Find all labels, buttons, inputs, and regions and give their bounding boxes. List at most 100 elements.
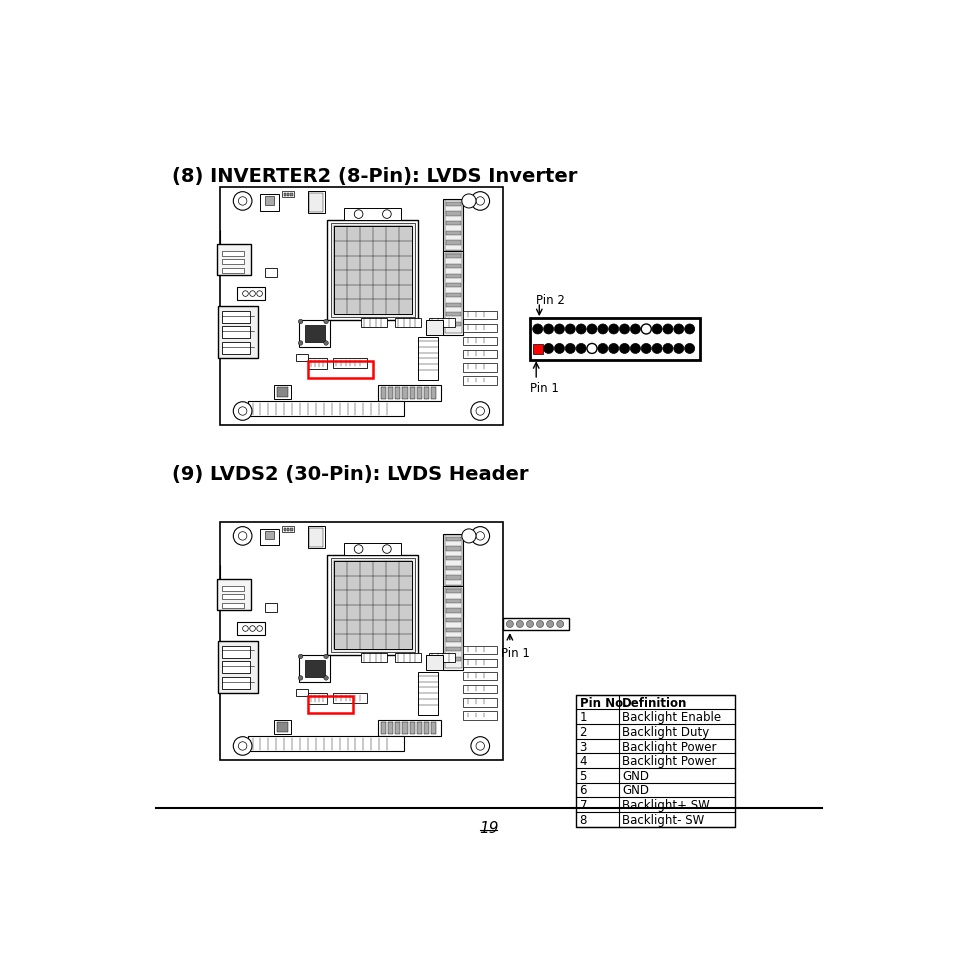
Circle shape (662, 344, 672, 355)
Bar (445, 322, 460, 327)
Text: Backlight+ SW: Backlight+ SW (621, 799, 709, 811)
Bar (282, 193, 294, 198)
Bar (443, 586, 463, 670)
Circle shape (618, 325, 629, 335)
Bar (402, 722, 407, 734)
Bar (378, 385, 440, 402)
Circle shape (565, 325, 575, 335)
Bar (426, 656, 443, 670)
Bar (287, 528, 289, 531)
Bar (344, 209, 400, 221)
Bar (395, 388, 400, 399)
Circle shape (238, 532, 247, 540)
Circle shape (382, 545, 391, 554)
Bar (221, 677, 250, 689)
Bar (445, 294, 460, 298)
Bar (395, 318, 420, 328)
Circle shape (565, 344, 575, 355)
Bar (218, 641, 257, 694)
Circle shape (640, 344, 651, 355)
Circle shape (382, 211, 391, 219)
Circle shape (618, 344, 629, 355)
Text: 19: 19 (478, 821, 498, 836)
Bar (416, 388, 421, 399)
Circle shape (471, 402, 489, 421)
Circle shape (233, 193, 252, 211)
Circle shape (323, 655, 328, 659)
Circle shape (554, 325, 564, 335)
Bar (283, 528, 286, 531)
Circle shape (684, 325, 694, 335)
Bar (308, 527, 324, 548)
Bar (327, 221, 417, 321)
Circle shape (471, 527, 489, 546)
Circle shape (476, 197, 484, 206)
Bar (463, 712, 497, 720)
Bar (445, 274, 460, 278)
Bar (344, 543, 400, 556)
Circle shape (238, 742, 247, 750)
Circle shape (640, 325, 651, 335)
Bar (423, 722, 428, 734)
Bar (429, 318, 455, 328)
Circle shape (471, 737, 489, 756)
Circle shape (543, 325, 553, 335)
Bar (381, 722, 386, 734)
Circle shape (233, 737, 252, 756)
Circle shape (323, 341, 328, 346)
Bar (576, 695, 735, 826)
Bar (265, 603, 276, 613)
Circle shape (461, 194, 476, 209)
Bar (463, 659, 497, 667)
Bar (445, 547, 460, 551)
Bar (445, 232, 460, 235)
Bar (236, 622, 265, 636)
Bar (463, 699, 497, 707)
Bar (308, 359, 327, 370)
Circle shape (323, 320, 328, 324)
Bar (236, 288, 265, 301)
Bar (388, 388, 393, 399)
Bar (308, 193, 324, 213)
Circle shape (532, 325, 542, 335)
Circle shape (476, 742, 484, 750)
Bar (445, 557, 460, 560)
Bar (265, 532, 274, 540)
Circle shape (586, 325, 597, 335)
Bar (402, 388, 407, 399)
Circle shape (576, 344, 585, 355)
Text: 5: 5 (579, 769, 586, 782)
Bar (445, 576, 460, 580)
Circle shape (652, 344, 661, 355)
Bar (305, 326, 324, 342)
Bar (532, 345, 542, 355)
Text: (9) LVDS2 (30-Pin): LVDS Header: (9) LVDS2 (30-Pin): LVDS Header (172, 464, 528, 483)
Bar (265, 197, 274, 205)
Text: GND: GND (621, 769, 649, 782)
Bar (444, 588, 461, 668)
Circle shape (506, 620, 513, 628)
Bar (381, 388, 386, 399)
Bar (283, 193, 286, 196)
Circle shape (461, 529, 476, 543)
Bar (290, 193, 293, 196)
Bar (445, 537, 460, 541)
Bar (221, 603, 244, 608)
Bar (445, 658, 460, 661)
Text: 1: 1 (579, 711, 586, 723)
Bar (309, 528, 323, 547)
Bar (248, 737, 403, 751)
Bar (445, 595, 460, 599)
Bar (220, 188, 502, 426)
Bar (221, 595, 244, 599)
Bar (388, 722, 393, 734)
Bar (361, 653, 387, 662)
Circle shape (250, 626, 255, 632)
Bar (308, 361, 373, 378)
Text: 3: 3 (579, 740, 586, 753)
Bar (221, 269, 244, 274)
Text: Backlight- SW: Backlight- SW (621, 813, 703, 826)
Bar (444, 253, 461, 334)
Bar (445, 251, 460, 255)
Bar (296, 355, 308, 361)
